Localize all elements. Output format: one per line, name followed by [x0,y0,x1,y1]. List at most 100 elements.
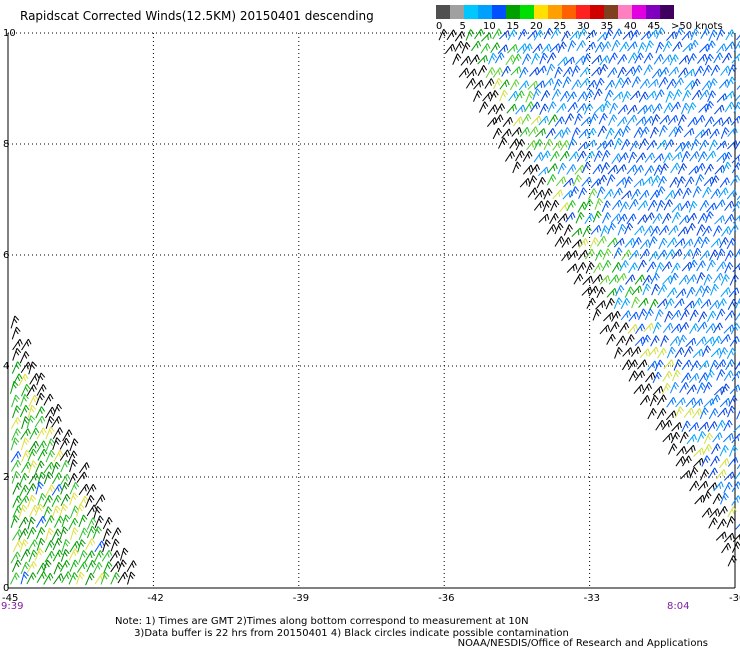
wind-barb [708,78,718,90]
wind-barb [553,78,563,91]
legend-label: 15 [506,21,520,32]
wind-barb [703,432,714,445]
legend-swatch [450,5,464,19]
wind-barb [675,288,687,299]
wind-barb [678,274,690,285]
wind-barb [569,186,580,198]
wind-barb [706,40,716,52]
wind-barb [602,248,612,260]
wind-barb [10,451,22,463]
wind-barb [19,539,29,552]
time-left: 9:39 [1,601,24,612]
wind-barb [673,188,684,199]
wind-barb [68,473,78,486]
wind-barb [649,394,659,407]
wind-barb [606,288,618,298]
wind-barb [657,249,668,261]
wind-barb [727,127,738,138]
wind-barb [708,517,718,529]
wind-barb [45,426,55,440]
wind-barb [686,286,696,299]
wind-barb [626,213,637,225]
wind-barb [611,199,623,210]
wind-barb [20,384,31,397]
wind-barb [728,64,737,76]
wind-barb [647,360,658,371]
wind-barb [719,397,731,408]
wind-barb [659,114,671,125]
wind-barb [715,199,726,210]
legend-swatch [590,5,604,19]
wind-barb [624,222,634,235]
wind-barb [36,571,47,584]
wind-barb [53,561,63,575]
wind-barb [686,274,697,285]
x-tick-label: -30 [729,593,740,604]
wind-barb [454,40,465,52]
wind-barb [724,41,736,52]
wind-barb [652,103,663,114]
wind-barb [721,226,732,237]
wind-barb [626,164,638,175]
wind-barb [710,175,720,187]
wind-barb [716,29,726,41]
wind-barb [633,127,644,139]
wind-barb [665,90,675,103]
wind-barb [697,53,708,64]
wind-barb [576,40,586,52]
wind-barb [586,79,597,91]
wind-barb [490,42,501,54]
wind-barb [614,346,623,359]
wind-barb [679,382,689,393]
wind-barb [727,506,737,518]
wind-barb [110,572,120,585]
wind-barb [714,104,725,115]
wind-barb [607,67,618,78]
wind-barb [680,102,690,115]
wind-barb [546,174,557,186]
wind-barb [619,41,630,53]
wind-barb [679,431,689,444]
wind-barb [34,415,46,428]
wind-barb [686,212,698,224]
wind-barb [26,572,37,585]
wind-barb [554,116,565,127]
wind-barb [550,199,560,212]
wind-barb [657,175,668,188]
wind-barb [542,200,552,212]
wind-barb [674,77,684,89]
wind-barb [709,359,719,372]
wind-barb [716,420,726,432]
wind-barb [511,126,522,137]
wind-barb [522,43,533,54]
wind-barb [42,559,52,573]
wind-barb [613,247,623,259]
wind-barb [718,79,730,89]
wind-barb [532,88,542,101]
wind-barb [499,79,510,90]
wind-barb [589,113,599,125]
wind-barb [722,151,733,164]
axis-ticks: -45 -42 -39 -36 -33 -30 0 2 4 6 8 10 [2,28,740,604]
wind-barb [21,449,31,463]
wind-barb [36,427,47,440]
wind-barb [94,572,106,585]
wind-barb [497,44,509,54]
wind-barb [724,310,735,321]
wind-barb [643,115,654,127]
wind-barb [61,539,71,552]
wind-barb [705,211,714,223]
wind-barb [566,200,576,212]
wind-barb [696,260,706,272]
wind-barb [86,559,97,573]
wind-barb [78,514,88,528]
wind-barb [444,43,456,54]
wind-barb [488,52,497,65]
wind-barb [28,394,39,407]
wind-barb [654,309,664,321]
wind-barb [661,382,671,395]
wind-barb [538,166,549,177]
wind-barb [712,117,724,127]
wind-barb [625,274,636,285]
wind-barb [102,539,111,553]
